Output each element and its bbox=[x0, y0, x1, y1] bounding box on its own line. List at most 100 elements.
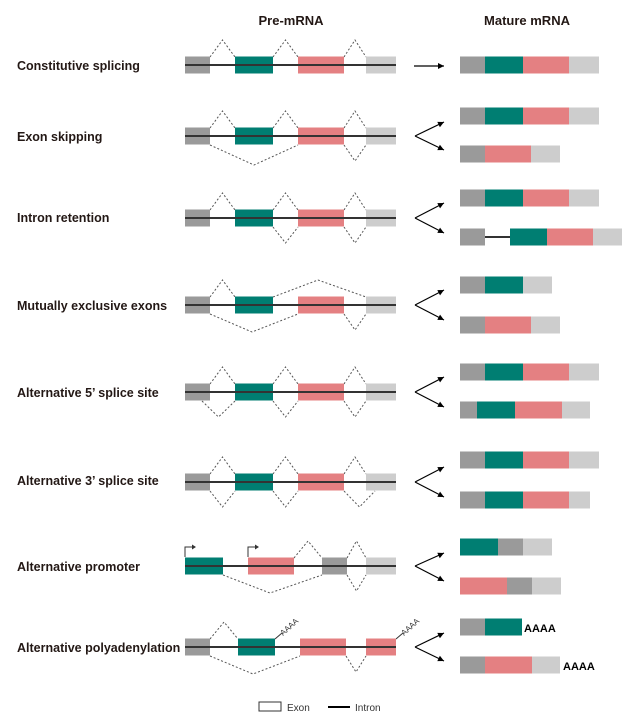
exon bbox=[507, 577, 532, 595]
splice-junction bbox=[272, 400, 299, 418]
exon bbox=[531, 145, 560, 163]
exon bbox=[460, 56, 485, 74]
splice-junction bbox=[293, 540, 323, 559]
exon bbox=[532, 577, 561, 595]
splice-junction bbox=[345, 655, 367, 673]
splice-junction bbox=[209, 366, 236, 385]
exon bbox=[523, 491, 569, 509]
exon bbox=[460, 538, 498, 556]
exon bbox=[485, 618, 522, 636]
exon bbox=[523, 56, 569, 74]
exon bbox=[460, 451, 485, 469]
pre-mrna-header: Pre-mRNA bbox=[258, 13, 324, 28]
exon bbox=[485, 276, 523, 294]
exon bbox=[460, 107, 485, 125]
polya-tick bbox=[274, 632, 283, 640]
exon bbox=[569, 451, 599, 469]
polya-tick bbox=[395, 632, 404, 640]
row-label-alt-polya: Alternative polyadenylation bbox=[17, 641, 180, 655]
exon bbox=[460, 363, 485, 381]
arrow-line bbox=[414, 466, 445, 483]
exon bbox=[485, 451, 523, 469]
splice-junction bbox=[222, 574, 323, 594]
arrow-line bbox=[414, 135, 445, 151]
exon bbox=[569, 363, 599, 381]
splice-junction bbox=[346, 574, 367, 592]
polya-tail-label: AAAA bbox=[563, 661, 595, 673]
arrow-line bbox=[414, 217, 445, 234]
splice-junction bbox=[209, 621, 239, 640]
exon bbox=[485, 363, 523, 381]
arrow-line bbox=[414, 121, 445, 137]
promoter-arrow-icon bbox=[247, 546, 256, 557]
exon bbox=[485, 56, 523, 74]
exon bbox=[523, 451, 569, 469]
splice-junction bbox=[343, 400, 367, 418]
exon bbox=[531, 316, 560, 334]
splice-junction bbox=[209, 655, 301, 675]
promoter-arrow-icon bbox=[255, 544, 259, 550]
exon bbox=[532, 656, 560, 674]
exon bbox=[523, 363, 569, 381]
splice-junction bbox=[209, 490, 236, 508]
splice-junction bbox=[201, 400, 236, 418]
exon bbox=[460, 145, 485, 163]
arrow-line bbox=[414, 481, 445, 498]
exon bbox=[523, 538, 552, 556]
exon bbox=[460, 316, 485, 334]
splice-junction bbox=[343, 456, 367, 475]
exon bbox=[593, 228, 622, 246]
splice-junction bbox=[272, 192, 299, 211]
splice-junction bbox=[272, 366, 299, 385]
exon bbox=[485, 316, 531, 334]
exon bbox=[485, 145, 531, 163]
polya-tail-label: AAAA bbox=[524, 623, 556, 635]
row-label-mutually-exclusive: Mutually exclusive exons bbox=[17, 299, 167, 313]
splice-junction bbox=[343, 313, 367, 331]
exon bbox=[460, 577, 507, 595]
splice-junction bbox=[343, 192, 367, 211]
mature-mrna-header: Mature mRNA bbox=[484, 13, 571, 28]
exon bbox=[562, 401, 590, 419]
exon bbox=[460, 228, 485, 246]
exon bbox=[515, 401, 562, 419]
exon bbox=[523, 107, 569, 125]
splice-junction bbox=[209, 192, 236, 211]
splice-junction bbox=[343, 110, 367, 129]
arrow-line bbox=[414, 304, 445, 321]
exon bbox=[498, 538, 523, 556]
splice-junction bbox=[209, 39, 236, 58]
arrow-line bbox=[414, 646, 445, 662]
exon bbox=[460, 189, 485, 207]
exon bbox=[460, 656, 485, 674]
arrow-line bbox=[414, 552, 445, 567]
splice-junction bbox=[272, 226, 299, 244]
splice-junction bbox=[343, 366, 367, 385]
arrow-line bbox=[414, 289, 445, 306]
promoter-arrow-icon bbox=[192, 544, 196, 550]
exon bbox=[569, 56, 599, 74]
polya-site-label: AAAA bbox=[278, 616, 300, 637]
exon bbox=[485, 189, 523, 207]
splice-junction bbox=[209, 313, 299, 333]
legend-exon-swatch bbox=[258, 701, 282, 712]
row-label-constitutive: Constitutive splicing bbox=[17, 59, 140, 73]
exon bbox=[477, 401, 515, 419]
row-label-exon-skipping: Exon skipping bbox=[17, 130, 102, 144]
exon bbox=[460, 401, 477, 419]
exon bbox=[569, 189, 599, 207]
arrow-line bbox=[414, 632, 445, 648]
arrow-line bbox=[414, 376, 445, 393]
splice-junction bbox=[272, 279, 367, 298]
splice-junction bbox=[209, 110, 236, 129]
splice-junction bbox=[343, 144, 367, 162]
arrow-line bbox=[414, 391, 445, 408]
splice-junction bbox=[209, 456, 236, 475]
splice-junction bbox=[343, 226, 367, 244]
splice-junction bbox=[209, 279, 236, 298]
row-label-alt-3: Alternative 3’ splice site bbox=[17, 474, 159, 488]
row-label-alt-promoter: Alternative promoter bbox=[17, 560, 140, 574]
polya-site-label: AAAA bbox=[399, 616, 421, 637]
splice-junction bbox=[272, 490, 299, 508]
